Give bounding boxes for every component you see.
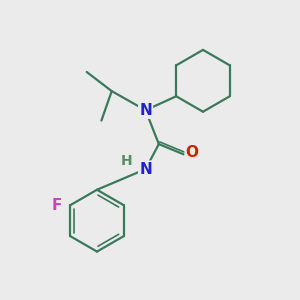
Text: H: H [121,154,132,168]
Text: F: F [52,198,62,213]
Text: N: N [139,162,152,177]
Text: O: O [186,146,199,160]
Text: N: N [139,103,152,118]
